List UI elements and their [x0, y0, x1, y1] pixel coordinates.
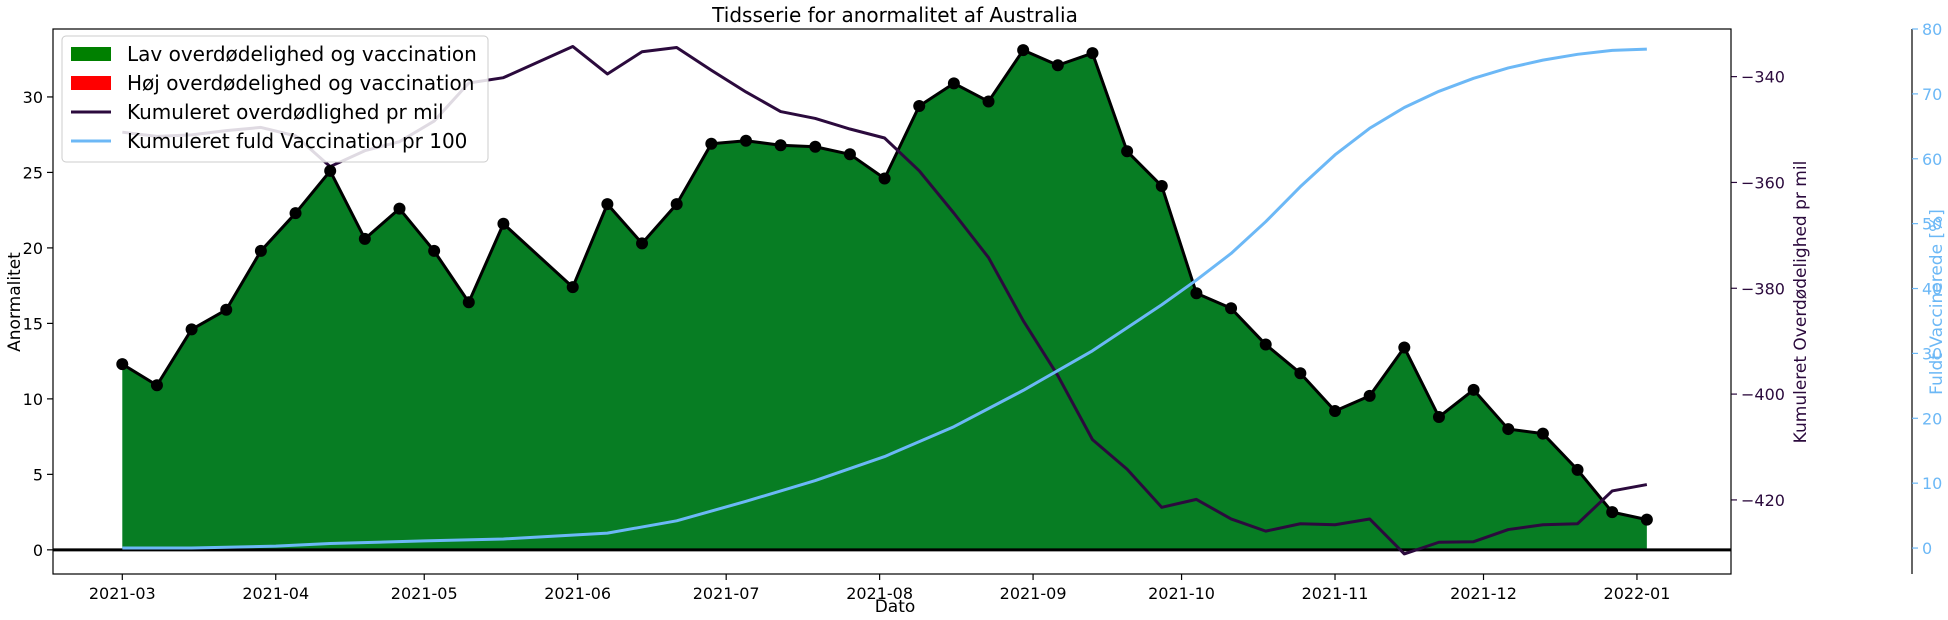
y-tick-label-right-vaccination: 60	[1922, 150, 1942, 169]
y-tick-label-left: 0	[33, 541, 43, 560]
anomaly-marker	[116, 358, 129, 371]
anomaly-marker	[393, 202, 406, 215]
y-tick-label-right-vaccination: 0	[1922, 539, 1932, 558]
anomaly-marker	[1398, 341, 1411, 354]
anomaly-marker	[185, 323, 198, 336]
legend-label-low: Lav overdødelighed og vaccination	[127, 42, 477, 66]
anomaly-marker	[220, 303, 233, 316]
legend-label-excess: Kumuleret overdødlighed pr mil	[127, 100, 444, 124]
anomaly-line	[121, 48, 1648, 522]
legend-swatch-low	[71, 47, 111, 61]
y-tick-label-left: 20	[23, 239, 43, 258]
x-tick-label: 2021-03	[89, 584, 156, 603]
anomaly-marker	[1640, 513, 1653, 526]
chart-title: Tidsserie for anormalitet af Australia	[711, 3, 1078, 27]
anomaly-marker	[1121, 145, 1134, 158]
anomaly-marker	[462, 296, 475, 309]
anomaly-marker	[1571, 463, 1584, 476]
anomaly-marker	[982, 95, 995, 108]
anomaly-marker	[566, 281, 579, 294]
x-tick-label: 2021-09	[1000, 584, 1067, 603]
anomaly-marker	[254, 244, 267, 257]
anomaly-marker	[913, 99, 926, 112]
anomaly-marker	[1606, 506, 1619, 519]
y-tick-label-right-excess: −400	[1741, 385, 1785, 404]
anomaly-marker	[1155, 180, 1168, 193]
anomaly-marker	[878, 172, 891, 185]
x-tick-label: 2021-05	[391, 584, 458, 603]
y-tick-label-left: 10	[23, 390, 43, 409]
anomaly-marker	[497, 217, 510, 230]
y-axis-label-right-excess: Kumuleret Overdødelighed pr mil	[1791, 161, 1811, 444]
anomaly-marker	[428, 244, 441, 257]
y-tick-label-left: 25	[23, 163, 43, 182]
y-tick-label-right-excess: −340	[1741, 68, 1785, 87]
anomaly-marker	[1536, 427, 1549, 440]
x-tick-label: 2021-10	[1148, 584, 1215, 603]
legend-label-vaccination: Kumuleret fuld Vaccination pr 100	[127, 129, 467, 153]
anomaly-area	[122, 50, 1647, 550]
y-tick-label-right-excess: −420	[1741, 491, 1785, 510]
x-tick-label: 2021-11	[1302, 584, 1369, 603]
legend: Lav overdødelighed og vaccination Høj ov…	[61, 35, 489, 163]
axes: 2021-03 2021-04 2021-05 2021-06 2021-07 2021-…	[23, 20, 1943, 603]
y-tick-label-right-vaccination: 30	[1922, 344, 1942, 363]
y-axis-label-right-vaccination: Fuldt Vaccinerede [%]	[1927, 209, 1947, 395]
anomaly-marker	[1432, 410, 1445, 423]
anomaly-marker	[150, 379, 163, 392]
x-tick-label: 2021-06	[544, 584, 611, 603]
x-axis-label: Dato	[875, 597, 916, 617]
x-tick-label: 2021-04	[242, 584, 309, 603]
anomaly-marker	[1017, 44, 1030, 57]
x-tick-label: 2021-08	[846, 584, 913, 603]
legend-swatch-high	[71, 76, 111, 90]
x-tick-label: 2021-07	[693, 584, 760, 603]
anomaly-marker	[324, 164, 337, 177]
anomaly-marker	[289, 207, 302, 220]
plot-frame	[52, 28, 1732, 575]
anomaly-marker	[1467, 383, 1480, 396]
y-tick-label-left: 5	[33, 465, 43, 484]
x-tick-label: 2022-01	[1604, 584, 1671, 603]
anomaly-marker	[947, 77, 960, 90]
y-tick-label-right-vaccination: 70	[1922, 85, 1942, 104]
anomaly-marker	[1190, 287, 1203, 300]
y-tick-label-left: 30	[23, 88, 43, 107]
anomaly-marker	[1259, 338, 1272, 351]
y-tick-label-right-vaccination: 10	[1922, 474, 1942, 493]
y-tick-label-right-vaccination: 50	[1922, 215, 1942, 234]
y-tick-label-right-excess: −360	[1741, 173, 1785, 192]
anomaly-marker	[809, 140, 822, 153]
x-tick-label: 2021-12	[1450, 584, 1517, 603]
anomaly-marker	[670, 198, 683, 211]
anomaly-marker	[1294, 367, 1307, 380]
vaccination-line	[122, 47, 1647, 550]
anomaly-marker	[774, 139, 787, 152]
y-tick-label-right-excess: −380	[1741, 279, 1785, 298]
anomaly-marker	[1329, 404, 1342, 417]
anomaly-marker	[705, 137, 718, 150]
anomaly-marker	[1086, 47, 1099, 60]
y-tick-label-right-vaccination: 20	[1922, 409, 1942, 428]
anomaly-marker	[739, 134, 752, 147]
anomaly-marker	[601, 198, 614, 211]
legend-label-high: Høj overdødelighed og vaccination	[127, 71, 474, 95]
y-tick-label-left: 15	[23, 314, 43, 333]
anomaly-marker	[1225, 302, 1238, 315]
y-tick-label-right-vaccination: 80	[1922, 20, 1942, 39]
anomaly-marker	[358, 232, 371, 245]
anomaly-marker	[843, 148, 856, 161]
anomaly-marker	[1363, 389, 1376, 402]
y-axis-label-left: Anormalitet	[5, 252, 25, 352]
legend-box	[61, 35, 489, 163]
y-tick-label-right-vaccination: 40	[1922, 280, 1942, 299]
anomaly-marker	[1051, 59, 1064, 72]
anomaly-marker	[1502, 423, 1515, 436]
anomaly-marker	[636, 237, 649, 250]
